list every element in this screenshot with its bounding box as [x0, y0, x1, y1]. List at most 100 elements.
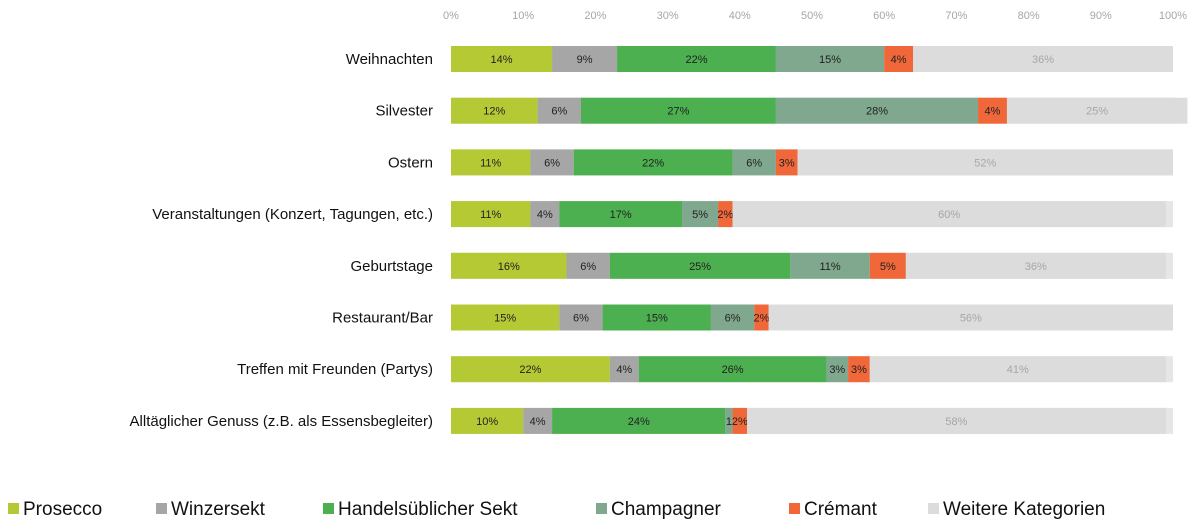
bar-segment-weitere-kategorien	[869, 356, 1166, 383]
data-label-prosecco: 14%	[491, 54, 513, 66]
bar-segment-cremant	[884, 46, 914, 72]
legend-label: Handelsüblicher Sekt	[338, 499, 518, 520]
bar-segment-prosecco	[451, 201, 531, 228]
data-label-handelsublicher-sekt: 26%	[722, 364, 744, 376]
legend-item-winzersekt: Winzersekt	[156, 499, 266, 520]
category-label: Treffen mit Freunden (Partys)	[237, 361, 433, 378]
x-tick-label: 20%	[584, 10, 606, 22]
bar-segment-prosecco	[451, 252, 567, 279]
data-label-handelsublicher-sekt: 27%	[667, 106, 689, 118]
data-label-weitere-kategorien: 41%	[1007, 364, 1029, 376]
bar-segment-prosecco	[451, 304, 560, 331]
bar-row-alltaglicher-genuss-z-b-als-essensbegleiter: Alltäglicher Genuss (z.B. als Essensbegl…	[130, 407, 1173, 434]
bar-segment-weitere-kategorien	[905, 252, 1166, 279]
bar-segment-champagner	[790, 252, 870, 279]
data-label-weitere-kategorien: 36%	[1032, 54, 1054, 66]
bar-segment-champagner	[732, 149, 776, 176]
bar-segment-weitere-kategorien	[1006, 97, 1188, 124]
data-label-winzersekt: 4%	[616, 364, 632, 376]
bar-segment-winzersekt	[566, 252, 610, 279]
data-label-prosecco: 11%	[480, 157, 501, 169]
category-label: Restaurant/Bar	[332, 310, 433, 327]
legend-label: Weitere Kategorien	[943, 499, 1105, 520]
bar-segment-prosecco	[451, 97, 538, 124]
bar-segment-champagner	[710, 304, 755, 331]
bar-segment-handelsublicher-sekt	[609, 252, 791, 279]
data-label-winzersekt: 4%	[537, 209, 553, 221]
bar-segment-cremant	[732, 407, 748, 434]
data-label-cremant: 3%	[851, 364, 867, 376]
x-axis-ticks: 0% 10% 20% 30% 40% 50% 60% 70% 80% 90% 100%	[443, 10, 1187, 22]
data-label-winzersekt: 6%	[544, 157, 560, 169]
legend-swatch	[928, 503, 939, 514]
bar-row-treffen-mit-freunden-partys: Treffen mit Freunden (Partys) 22% 4% 26% 3% 3…	[237, 356, 1173, 383]
category-label: Alltäglicher Genuss (z.B. als Essensbegl…	[130, 413, 433, 430]
bar-segment-cremant	[754, 304, 769, 331]
legend-label: Crémant	[804, 499, 878, 520]
legend-item-champagner: Champagner	[596, 499, 722, 520]
bar-segment-prosecco	[451, 149, 531, 176]
x-tick-label: 80%	[1018, 10, 1040, 22]
category-label: Ostern	[388, 154, 433, 171]
bar-segment-weitere-kategorien	[768, 304, 1173, 331]
data-label-cremant: 4%	[985, 106, 1001, 118]
data-label-handelsublicher-sekt: 17%	[610, 209, 632, 221]
data-label-weitere-kategorien: 25%	[1086, 106, 1108, 118]
x-tick-label: 60%	[873, 10, 895, 22]
bar-segment-champagner	[826, 356, 849, 383]
bar-segment-champagner	[775, 97, 979, 124]
data-label-winzersekt: 4%	[530, 416, 546, 428]
data-label-weitere-kategorien: 60%	[938, 209, 960, 221]
bar-segment-handelsublicher-sekt	[602, 304, 711, 331]
data-label-cremant: 2%	[754, 313, 770, 325]
data-label-prosecco: 10%	[476, 416, 498, 428]
bar-row-weihnachten: Weihnachten 14% 9% 22% 15% 4% 36%	[346, 46, 1173, 72]
bar-segment-prosecco	[451, 407, 524, 434]
x-tick-label: 30%	[657, 10, 679, 22]
data-label-prosecco: 12%	[483, 106, 505, 118]
data-label-cremant: 2%	[732, 416, 748, 428]
data-label-prosecco: 22%	[519, 364, 541, 376]
data-label-weitere-kategorien: 56%	[960, 313, 982, 325]
bar-segment-winzersekt	[552, 46, 618, 72]
data-label-cremant: 3%	[779, 157, 795, 169]
legend-swatch	[596, 503, 607, 514]
bar-segment-handelsublicher-sekt	[580, 97, 776, 124]
bar-segment-weitere-kategorien	[797, 149, 1173, 176]
data-label-weitere-kategorien: 52%	[974, 157, 996, 169]
data-label-prosecco: 15%	[494, 313, 516, 325]
bar-segment-weitere-kategorien	[913, 46, 1173, 72]
x-tick-label: 40%	[729, 10, 751, 22]
bar-segment-prosecco	[451, 356, 610, 383]
legend-label: Winzersekt	[171, 499, 266, 520]
bar-row-ostern: Ostern 11% 6% 22% 6% 3% 52%	[388, 149, 1173, 176]
bar-segment-cremant	[718, 201, 733, 228]
data-label-winzersekt: 6%	[573, 313, 589, 325]
bar-segment-cremant	[775, 149, 798, 176]
bar-segment-handelsublicher-sekt	[617, 46, 776, 72]
bar-segment-handelsublicher-sekt	[573, 149, 733, 176]
data-label-cremant: 5%	[880, 261, 896, 273]
bar-segment-prosecco	[451, 46, 553, 72]
bar-segment-champagner	[725, 407, 733, 434]
data-label-winzersekt: 6%	[580, 261, 596, 273]
bar-row-veranstaltungen-konzert-tagungen-etc: Veranstaltungen (Konzert, Tagungen, etc.…	[152, 201, 1173, 228]
bar-segment-winzersekt	[559, 304, 603, 331]
bar-segment-winzersekt	[537, 97, 581, 124]
bar-segment-winzersekt	[530, 149, 574, 176]
bar-segment-weitere-kategorien	[747, 407, 1166, 434]
bar-row-silvester: Silvester 12% 6% 27% 28% 4% 25%	[375, 97, 1188, 124]
bar-segment-winzersekt	[523, 407, 553, 434]
data-label-handelsublicher-sekt: 25%	[689, 261, 711, 273]
bar-segment-champagner	[682, 201, 719, 228]
legend: Prosecco Winzersekt Handelsüblicher Sekt Ch…	[8, 499, 1105, 520]
bar-row-geburtstage: Geburtstage 16% 6% 25% 11% 5% 36%	[350, 252, 1173, 279]
data-label-champagner: 6%	[746, 157, 762, 169]
legend-swatch	[156, 503, 167, 514]
legend-label: Champagner	[611, 499, 722, 520]
x-tick-label: 0%	[443, 10, 459, 22]
data-label-prosecco: 11%	[480, 209, 501, 221]
legend-label: Prosecco	[23, 499, 102, 520]
bar-segment-handelsublicher-sekt	[638, 356, 827, 383]
